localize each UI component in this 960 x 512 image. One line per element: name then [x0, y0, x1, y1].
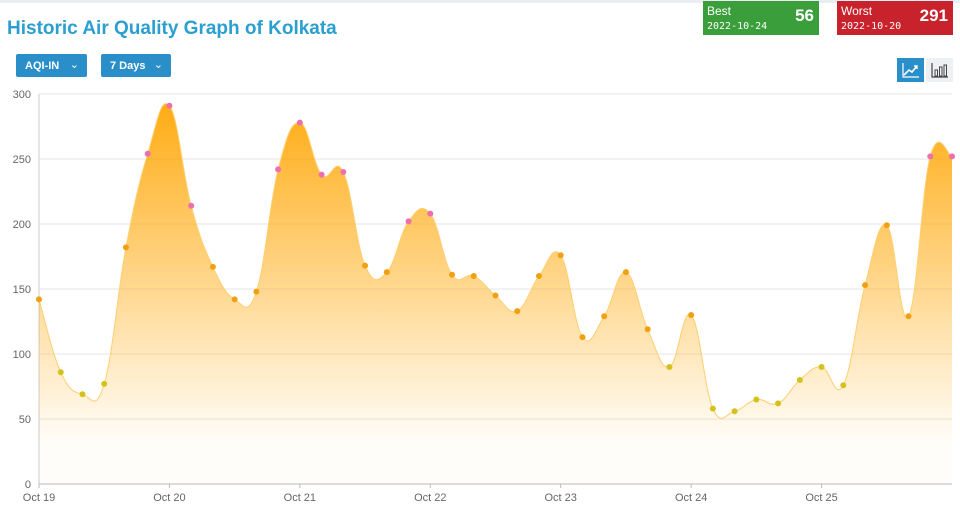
page-title: Historic Air Quality Graph of Kolkata: [7, 18, 337, 39]
x-tick-label: Oct 19: [23, 492, 55, 504]
data-point[interactable]: [209, 263, 216, 270]
data-point[interactable]: [818, 364, 825, 370]
data-point[interactable]: [796, 377, 803, 383]
line-view-button[interactable]: [897, 58, 924, 82]
data-point[interactable]: [340, 169, 347, 175]
top-border: [0, 0, 960, 3]
data-point[interactable]: [514, 308, 521, 315]
chevron-down-icon: ⌄: [69, 59, 79, 71]
data-point[interactable]: [57, 369, 64, 376]
best-label: Best: [707, 4, 732, 18]
data-point[interactable]: [405, 218, 412, 225]
data-point[interactable]: [601, 313, 608, 320]
y-tick-label: 0: [25, 479, 31, 491]
metric-dropdown-label: AQI-IN: [25, 59, 60, 72]
worst-date: 2022-10-20: [841, 21, 902, 32]
x-tick-label: Oct 25: [805, 492, 837, 504]
bar-chart-icon: [930, 63, 948, 78]
data-point[interactable]: [731, 408, 738, 415]
data-point[interactable]: [709, 405, 716, 412]
data-point[interactable]: [905, 313, 912, 320]
y-tick-label: 100: [13, 349, 31, 361]
data-point[interactable]: [622, 269, 629, 276]
y-tick-label: 300: [13, 89, 31, 101]
data-point[interactable]: [666, 364, 673, 370]
data-point[interactable]: [122, 244, 129, 251]
data-point[interactable]: [296, 119, 303, 126]
x-tick-label: Oct 23: [545, 492, 577, 504]
data-point[interactable]: [362, 262, 369, 269]
y-tick-label: 50: [19, 414, 31, 426]
x-tick-label: Oct 22: [414, 492, 446, 504]
worst-aqi-card: Worst 2022-10-20 291: [837, 1, 953, 35]
y-tick-label: 250: [13, 154, 31, 166]
range-dropdown[interactable]: 7 Days ⌄: [101, 54, 171, 77]
data-point[interactable]: [753, 396, 760, 403]
data-point[interactable]: [101, 380, 108, 387]
worst-label: Worst: [841, 4, 873, 18]
worst-value: 291: [919, 6, 948, 25]
metric-dropdown[interactable]: AQI-IN ⌄: [16, 54, 87, 77]
data-point[interactable]: [144, 150, 151, 157]
aqi-area: [39, 103, 952, 485]
data-point[interactable]: [275, 166, 282, 173]
data-point[interactable]: [383, 269, 390, 276]
data-point[interactable]: [949, 153, 955, 160]
best-value: 56: [795, 6, 814, 25]
data-point[interactable]: [36, 296, 42, 303]
chevron-down-icon: ⌄: [153, 59, 163, 71]
range-dropdown-label: 7 Days: [110, 59, 146, 72]
data-point[interactable]: [862, 282, 869, 289]
data-point[interactable]: [318, 171, 325, 178]
y-tick-label: 150: [13, 284, 31, 296]
data-point[interactable]: [644, 326, 651, 333]
data-point[interactable]: [579, 334, 586, 341]
line-chart-icon: [901, 63, 919, 78]
x-tick-label: Oct 24: [675, 492, 707, 504]
data-point[interactable]: [253, 288, 260, 295]
best-aqi-card: Best 2022-10-24 56: [703, 1, 819, 35]
data-point[interactable]: [927, 153, 934, 160]
best-date: 2022-10-24: [707, 21, 768, 32]
data-point[interactable]: [470, 273, 477, 279]
data-point[interactable]: [557, 252, 564, 259]
x-tick-label: Oct 20: [153, 492, 185, 504]
data-point[interactable]: [775, 400, 782, 407]
bar-view-button[interactable]: [926, 58, 953, 82]
data-point[interactable]: [492, 292, 499, 299]
data-point[interactable]: [79, 391, 86, 398]
data-point[interactable]: [840, 382, 847, 389]
data-point[interactable]: [449, 271, 456, 278]
y-tick-label: 200: [13, 219, 31, 231]
data-point[interactable]: [883, 222, 890, 229]
data-point[interactable]: [427, 210, 434, 217]
data-point[interactable]: [188, 202, 195, 209]
data-point[interactable]: [535, 273, 542, 279]
data-point[interactable]: [688, 312, 695, 318]
data-point[interactable]: [166, 102, 173, 109]
x-tick-label: Oct 21: [284, 492, 316, 504]
data-point[interactable]: [231, 296, 238, 303]
